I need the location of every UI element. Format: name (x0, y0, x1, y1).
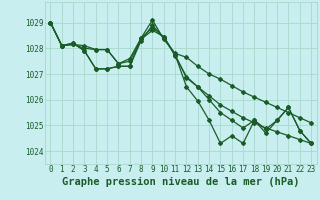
X-axis label: Graphe pression niveau de la mer (hPa): Graphe pression niveau de la mer (hPa) (62, 177, 300, 187)
